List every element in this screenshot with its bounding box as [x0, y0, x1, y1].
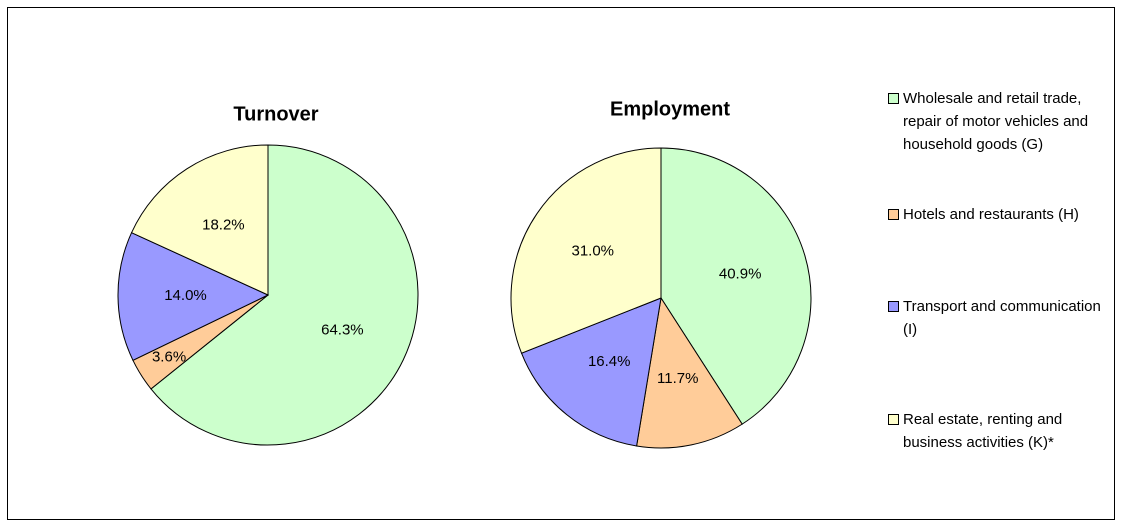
legend-label: Wholesale and retail trade, repair of mo…: [903, 90, 1089, 153]
data-label: 31.0%: [571, 243, 614, 260]
chart-title: Employment: [610, 98, 730, 120]
legend-item: Transport and communication (I): [888, 295, 1103, 341]
pie-slice: [150, 144, 419, 446]
legend-item: Real estate, renting and business activi…: [888, 408, 1103, 454]
data-label: 18.2%: [202, 217, 245, 234]
legend-swatch: [888, 301, 899, 312]
legend-item: Hotels and restaurants (H): [888, 203, 1103, 226]
data-label: 16.4%: [588, 353, 631, 370]
pie-slice: [117, 232, 270, 361]
legend-label: Transport and communication (I): [903, 298, 1101, 338]
data-label: 64.3%: [321, 322, 364, 339]
data-label: 40.9%: [719, 266, 762, 283]
pie-slice: [520, 297, 662, 447]
legend-label: Real estate, renting and business activi…: [903, 411, 1063, 451]
legend-swatch: [888, 93, 899, 104]
legend-item: Wholesale and retail trade, repair of mo…: [888, 87, 1103, 156]
pie-slice: [660, 147, 812, 425]
legend-swatch: [888, 209, 899, 220]
pie-slice: [510, 147, 662, 354]
data-label: 11.7%: [657, 370, 698, 387]
pie-slice: [636, 296, 743, 449]
data-label: 14.0%: [164, 287, 207, 304]
pie-slice: [130, 144, 269, 296]
data-label: 3.6%: [152, 348, 186, 365]
legend-swatch: [888, 414, 899, 425]
chart-title: Turnover: [233, 103, 318, 125]
legend-label: Hotels and restaurants (H): [903, 206, 1079, 223]
